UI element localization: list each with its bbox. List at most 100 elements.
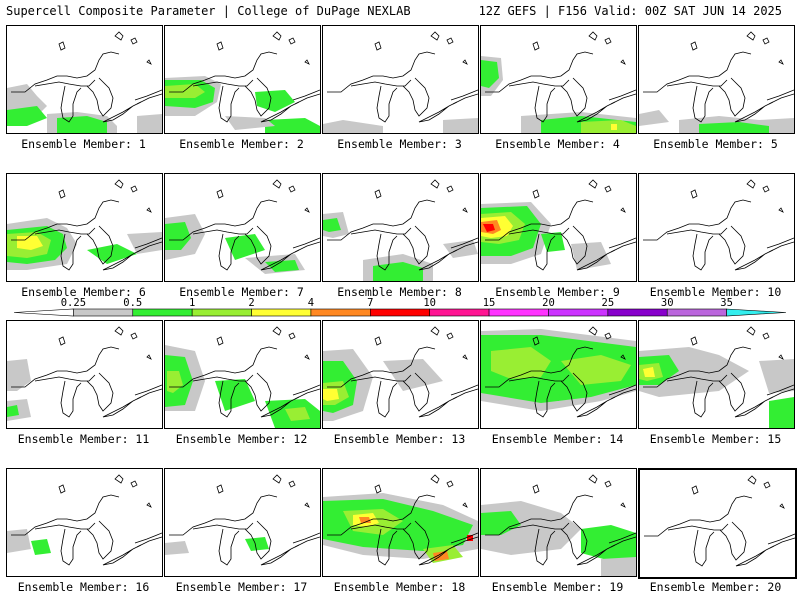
coastline: [374, 41, 382, 51]
coastline: [718, 372, 746, 412]
legend-tick-label: 1: [189, 297, 195, 309]
coastline: [560, 520, 588, 560]
legend-color-swatch: [13, 308, 74, 317]
legend-color-swatch: [488, 308, 549, 317]
scp-contour-region: [643, 367, 655, 377]
coastline: [34, 227, 96, 235]
ensemble-member-caption: Ensemble Member: 4: [495, 137, 620, 151]
coastline: [534, 380, 556, 418]
coastline: [767, 533, 795, 545]
coastline: [588, 474, 598, 484]
coastline: [508, 227, 570, 235]
coastline: [376, 85, 398, 123]
coastline: [778, 354, 784, 360]
coastline: [667, 523, 729, 531]
scp-contour-region: [443, 118, 478, 133]
coastline: [136, 388, 162, 400]
coastline: [608, 532, 636, 544]
coastline: [272, 31, 282, 41]
ensemble-member-map: [6, 320, 163, 429]
scp-field-map: [323, 326, 478, 421]
coastline: [666, 227, 728, 235]
scp-contour-region: [265, 118, 320, 133]
coastline: [446, 37, 454, 45]
coastline: [292, 237, 320, 249]
legend-color-swatch: [191, 308, 252, 317]
coastline: [134, 89, 162, 101]
ensemble-member-caption: Ensemble Member: 8: [337, 285, 462, 299]
ensemble-member-map: [480, 468, 637, 577]
scp-contour-region: [87, 244, 137, 264]
scp-contour-region: [443, 240, 478, 258]
legend-tick-label: 35: [720, 297, 733, 309]
coastline: [327, 199, 436, 241]
coastline: [692, 85, 714, 123]
coastline: [691, 485, 699, 495]
coastline: [734, 249, 774, 271]
coastline: [588, 179, 598, 189]
coastline: [418, 101, 458, 123]
scp-contour-region: [769, 397, 794, 428]
scp-field-map: [639, 31, 794, 133]
coastline: [690, 41, 698, 51]
coastline: [244, 225, 272, 265]
coastline: [446, 480, 454, 488]
scp-contour-region: [323, 120, 383, 133]
coastline: [402, 77, 430, 117]
coastline: [450, 89, 478, 101]
coastline: [746, 326, 756, 336]
coastline: [130, 332, 138, 340]
legend-tick-label: 0.25: [61, 297, 86, 309]
ensemble-member-caption: Ensemble Member: 3: [337, 137, 462, 151]
coastline: [402, 372, 430, 412]
coastline: [778, 59, 784, 65]
coastline: [350, 522, 412, 530]
coastline: [86, 372, 114, 412]
coastline: [620, 207, 626, 213]
scp-contour-region: [323, 218, 341, 232]
coastline: [462, 354, 468, 360]
scp-contour-region: [601, 557, 636, 576]
ensemble-member-map: [480, 173, 637, 282]
coastline: [130, 37, 138, 45]
ensemble-member-caption: Ensemble Member: 14: [491, 432, 624, 446]
ensemble-member-caption: Ensemble Member: 9: [495, 285, 620, 299]
coastline: [718, 225, 746, 265]
coastline: [169, 494, 278, 536]
coastline: [604, 185, 612, 193]
coastline: [244, 77, 272, 117]
scp-field-map: [165, 326, 320, 428]
coastline: [192, 227, 254, 235]
coastline: [11, 199, 120, 241]
coastline: [136, 536, 162, 548]
coastline: [608, 237, 636, 249]
coastline: [418, 249, 458, 271]
scp-field-map: [7, 31, 162, 133]
ensemble-member-caption: Ensemble Member: 12: [175, 432, 308, 446]
scp-field-map: [323, 179, 478, 281]
legend-tick-label: 0.5: [123, 297, 142, 309]
color-scale-bar: 0.25 0.5 1 2 4 7 10 15 20 25 30 35: [13, 297, 787, 317]
coastline: [608, 89, 636, 101]
coastline: [60, 233, 82, 271]
legend-tick-label: 2: [248, 297, 254, 309]
coastline: [734, 101, 774, 123]
coastline: [216, 484, 224, 494]
coastline: [327, 494, 436, 536]
coastline: [643, 199, 752, 241]
ensemble-member-caption: Ensemble Member: 6: [21, 285, 146, 299]
coastline: [452, 93, 478, 105]
ensemble-member-caption: Ensemble Member: 1: [21, 137, 146, 151]
coastline: [374, 484, 382, 494]
coastline: [719, 521, 747, 561]
coastline: [692, 380, 714, 418]
coastline: [532, 189, 540, 199]
ensemble-member-caption: Ensemble Member: 16: [17, 580, 150, 594]
coastline: [376, 380, 398, 418]
scp-contour-region: [165, 541, 189, 555]
coastline: [450, 532, 478, 544]
coastline: [294, 93, 320, 105]
scp-field-map: [644, 475, 795, 567]
scp-contour-region: [383, 359, 443, 391]
scp-contour-region: [323, 389, 339, 401]
